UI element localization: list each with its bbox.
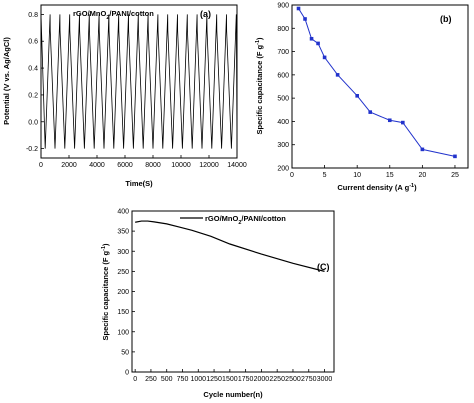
- panel-b-point: [316, 41, 320, 46]
- panel-a-xtick-label: 6000: [117, 162, 133, 169]
- panel-b-point: [420, 147, 425, 152]
- panel-c-xtick-label: 2250: [269, 376, 285, 383]
- panel-b-xtick-label: 25: [451, 172, 459, 179]
- panel-a-ytick-label: 0.8: [28, 12, 38, 19]
- panel-b: 0 5 10 15 20 25 200 300 400 500 600 700 800 900 (b) C…: [255, 3, 469, 192]
- panel-c-xtick-label: 2000: [254, 376, 270, 383]
- panel-c-ytick-label: 0: [125, 370, 129, 377]
- panel-c-xtick-label: 1250: [206, 376, 222, 383]
- panel-c-xlabel: Cycle number(n): [203, 390, 263, 399]
- panel-a-ytick-label: 0.2: [28, 92, 38, 99]
- panel-b-point: [368, 110, 373, 114]
- panel-c: 0 250 500 750 1000 1250 1500 1750 2000 2250 2500 27…: [101, 209, 335, 399]
- panel-b-ytick-label: 200: [277, 166, 289, 173]
- panel-b-series-line: [298, 8, 456, 157]
- panel-c-series-line: [135, 220, 325, 272]
- panel-a-xtick-label: 14000: [227, 162, 247, 169]
- panel-a: 0 2000 4000 6000 8000 10000 12000 14000 -0.2 0.0 0…: [2, 4, 247, 188]
- panel-c-ytick-label: 100: [117, 329, 129, 336]
- panel-a-ytick-label: -0.2: [26, 146, 38, 153]
- panel-b-point: [335, 73, 340, 77]
- panel-c-xtick-label: 0: [133, 376, 137, 383]
- panel-c-xtick-label: 1500: [222, 376, 238, 383]
- panel-b-point: [401, 120, 405, 125]
- panel-b-ytick-label: 800: [277, 26, 289, 33]
- panel-c-axes: 0 250 500 750 1000 1250 1500 1750 2000 2250 2500 27…: [117, 209, 332, 384]
- panel-b-xtick-label: 0: [290, 172, 294, 179]
- panel-b-ytick-label: 300: [277, 142, 289, 149]
- panel-c-ytick-label: 350: [117, 229, 129, 236]
- panel-c-frame: [131, 210, 335, 373]
- panel-a-legend: rGO/MnO2/PANI/cotton: [73, 9, 154, 21]
- panel-a-xtick-label: 0: [39, 162, 43, 169]
- panel-b-ytick-label: 600: [277, 72, 289, 79]
- panel-c-xtick-label: 2500: [285, 376, 301, 383]
- panel-a-ytick-label: 0.0: [28, 119, 38, 126]
- panel-b-point: [303, 17, 307, 21]
- panel-a-label: (a): [200, 9, 211, 19]
- panel-b-xtick-label: 10: [353, 172, 361, 179]
- panel-c-xtick-label: 1000: [190, 376, 206, 383]
- panel-c-xtick-label: 3000: [317, 376, 333, 383]
- panel-b-ytick-label: 900: [277, 3, 289, 10]
- panel-b-point: [453, 154, 457, 159]
- panel-c-ytick-label: 50: [121, 349, 129, 356]
- panel-c-xtick-label: 1750: [238, 376, 254, 383]
- panel-b-point: [387, 118, 392, 123]
- panel-c-xtick-label: 500: [161, 376, 173, 383]
- panel-b-xtick-label: 15: [386, 172, 394, 179]
- panel-c-ytick-label: 400: [117, 209, 129, 216]
- panel-b-ytick-label: 400: [277, 119, 289, 126]
- panel-c-ytick-label: 250: [117, 269, 129, 276]
- panel-b-axes: 0 5 10 15 20 25 200 300 400 500 600 700 800 900: [277, 3, 459, 180]
- panel-b-point: [296, 6, 301, 11]
- panel-b-ylabel: Specific capacitance (F g-1): [255, 37, 264, 135]
- panel-a-xtick-label: 8000: [145, 162, 161, 169]
- panel-b-point: [309, 36, 314, 41]
- panel-b-label: (b): [440, 14, 452, 24]
- panel-a-series-line: [40, 14, 238, 149]
- panel-c-xtick-label: 2750: [301, 376, 317, 383]
- panel-b-ytick-label: 500: [277, 96, 289, 103]
- panel-a-xtick-label: 10000: [171, 162, 191, 169]
- panel-a-ylabel: Potential (V vs. Ag/AgCl): [2, 37, 11, 125]
- panel-b-point: [322, 55, 327, 60]
- panel-b-xlabel: Current density (A g-1): [337, 183, 417, 192]
- panel-a-xtick-label: 2000: [61, 162, 77, 169]
- panel-b-xtick-label: 5: [323, 172, 327, 179]
- panel-b-frame: [291, 4, 469, 169]
- panel-c-xtick-label: 750: [177, 376, 189, 383]
- panel-b-ytick-label: 700: [277, 49, 289, 56]
- panel-c-ylabel: Specific capacitance (F g-1): [101, 243, 110, 341]
- panel-a-xtick-label: 4000: [89, 162, 105, 169]
- panel-a-frame: [40, 4, 238, 159]
- panel-a-ytick-label: 0.6: [28, 39, 38, 46]
- panel-c-ytick-label: 200: [117, 289, 129, 296]
- panel-c-ytick-label: 150: [117, 309, 129, 316]
- panel-a-ytick-label: 0.4: [28, 66, 38, 73]
- panel-b-xtick-label: 20: [418, 172, 426, 179]
- panel-c-ytick-label: 300: [117, 249, 129, 256]
- panel-a-xtick-label: 12000: [199, 162, 219, 169]
- panel-c-legend: rGO/MnO2/PANI/cotton: [205, 214, 286, 226]
- panel-a-axes: 0 2000 4000 6000 8000 10000 12000 14000 -0.2 0.0 0…: [26, 12, 247, 169]
- panel-c-xtick-label: 250: [145, 376, 157, 383]
- panel-b-point: [355, 94, 359, 98]
- panel-a-xlabel: Time(S): [125, 179, 153, 188]
- panel-b-points: [296, 6, 457, 159]
- panel-c-label: (C): [317, 262, 330, 272]
